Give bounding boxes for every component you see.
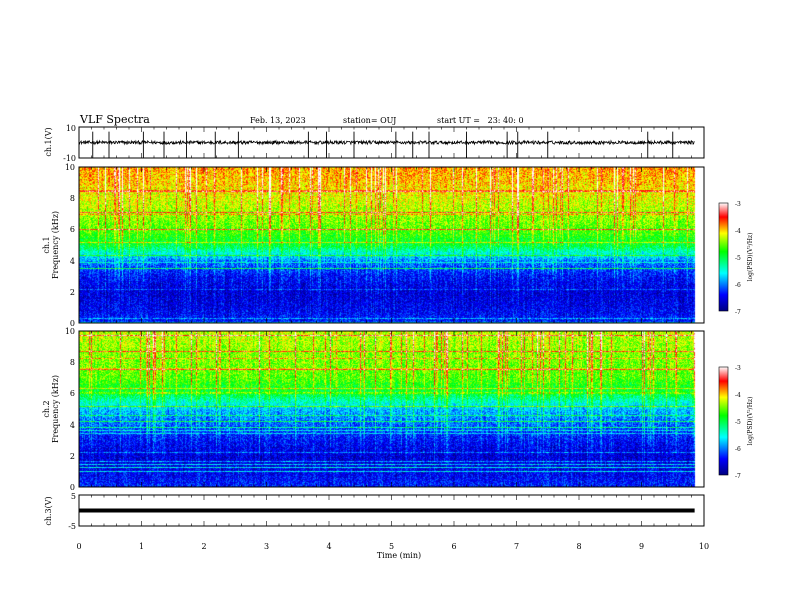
xtick-label-5: 5: [389, 542, 394, 551]
ch3-waveform-panel: 5 -5 ch.3(V): [44, 492, 705, 531]
date-label: Feb. 13, 2023: [250, 116, 306, 125]
xtick-label-6: 6: [451, 542, 456, 551]
xtick-label-1: 1: [139, 542, 144, 551]
ch2-colorbar-tick-m6: -6: [735, 446, 741, 453]
xtick-label-2: 2: [201, 542, 206, 551]
ch2-colorbar-tick-m3: -3: [735, 365, 741, 372]
ch2-ytick-6: 6: [70, 389, 75, 398]
ch1-colorbar-tick-m4: -4: [735, 228, 741, 235]
ch2-colorbar-label: log(PSD)(V²/Hz): [747, 397, 754, 446]
ch2-colorbar-tick-m7: -7: [735, 473, 741, 480]
xtick-label-10: 10: [699, 542, 709, 551]
ch1-ytick-bottom: -10: [63, 154, 76, 163]
ch3-ytick-bottom: -5: [68, 522, 76, 531]
time-axis-labels: 0 1 2 3 4 5 6 7 8 9 10: [76, 542, 709, 551]
xtick-label-9: 9: [639, 542, 644, 551]
ch1-ytick-8: 8: [70, 194, 75, 203]
xtick-label-8: 8: [576, 542, 581, 551]
ch1-colorbar-tick-m5: -5: [735, 255, 741, 262]
ch1-spectrogram-panel: 0 2 4 6 8 10 ch.1 Frequency (kHz) -3 -4 …: [42, 163, 754, 328]
ch1-freq-ticks: 0 2 4 6 8 10: [65, 163, 75, 328]
ch2-ytick-10: 10: [65, 327, 75, 336]
ch2-spectrogram-ylabel-channel: ch.2: [42, 400, 51, 417]
xtick-label-3: 3: [264, 542, 269, 551]
ch3-ytick-top: 5: [71, 492, 76, 501]
ch2-ytick-8: 8: [70, 358, 75, 367]
ch1-ytick-top: 10: [66, 124, 76, 133]
ch2-colorbar-tick-m4: -4: [735, 392, 741, 399]
ch2-spectrogram-ylabel: Frequency (kHz): [51, 375, 60, 443]
ch1-ytick-2: 2: [70, 288, 75, 297]
time-axis-ticks: [78, 127, 705, 526]
ch1-waveform-panel: 10 -10 ch.1(V): [44, 124, 705, 163]
ch3-waveform-ylabel: ch.3(V): [44, 496, 53, 525]
ch1-ytick-10: 10: [65, 163, 75, 172]
station-label: station= OUJ: [343, 116, 396, 125]
ch1-spectrogram-ylabel-channel: ch.1: [42, 236, 51, 253]
xtick-label-4: 4: [326, 542, 331, 551]
ch1-colorbar-label: log(PSD)(V²/Hz): [747, 233, 754, 282]
ch1-waveform-ylabel: ch.1(V): [44, 127, 53, 156]
ch1-spectrogram-image: [79, 167, 704, 323]
ch2-ytick-2: 2: [70, 452, 75, 461]
ch2-ytick-0: 0: [70, 483, 75, 492]
ch2-freq-ticks: 0 2 4 6 8 10: [65, 327, 75, 492]
ch1-colorbar-tick-m3: -3: [735, 201, 741, 208]
ch2-spectrogram-image: [79, 331, 704, 487]
time-axis-label: Time (min): [377, 551, 421, 560]
xtick-label-0: 0: [76, 542, 81, 551]
ch1-colorbar: [718, 202, 729, 312]
ch2-colorbar: [718, 366, 729, 476]
ch2-spectrogram-panel: 0 2 4 6 8 10 ch.2 Frequency (kHz) -3 -4 …: [42, 327, 754, 492]
start-time-label: start UT = 23: 40: 0: [437, 116, 524, 125]
ch1-spectrogram-ylabel: Frequency (kHz): [51, 211, 60, 279]
ch3-waveform-line: [79, 508, 695, 513]
xtick-label-7: 7: [514, 542, 519, 551]
ch2-ytick-4: 4: [70, 421, 75, 430]
ch1-ytick-6: 6: [70, 225, 75, 234]
ch1-waveform-line: [79, 139, 695, 146]
ch1-colorbar-tick-m7: -7: [735, 309, 741, 316]
ch2-colorbar-tick-m5: -5: [735, 419, 741, 426]
ch1-colorbar-tick-m6: -6: [735, 282, 741, 289]
ch1-ytick-0: 0: [70, 319, 75, 328]
ch1-waveform-spikes: [92, 131, 674, 158]
ch1-ytick-4: 4: [70, 257, 75, 266]
figure-title: VLF Spectra: [79, 113, 150, 126]
